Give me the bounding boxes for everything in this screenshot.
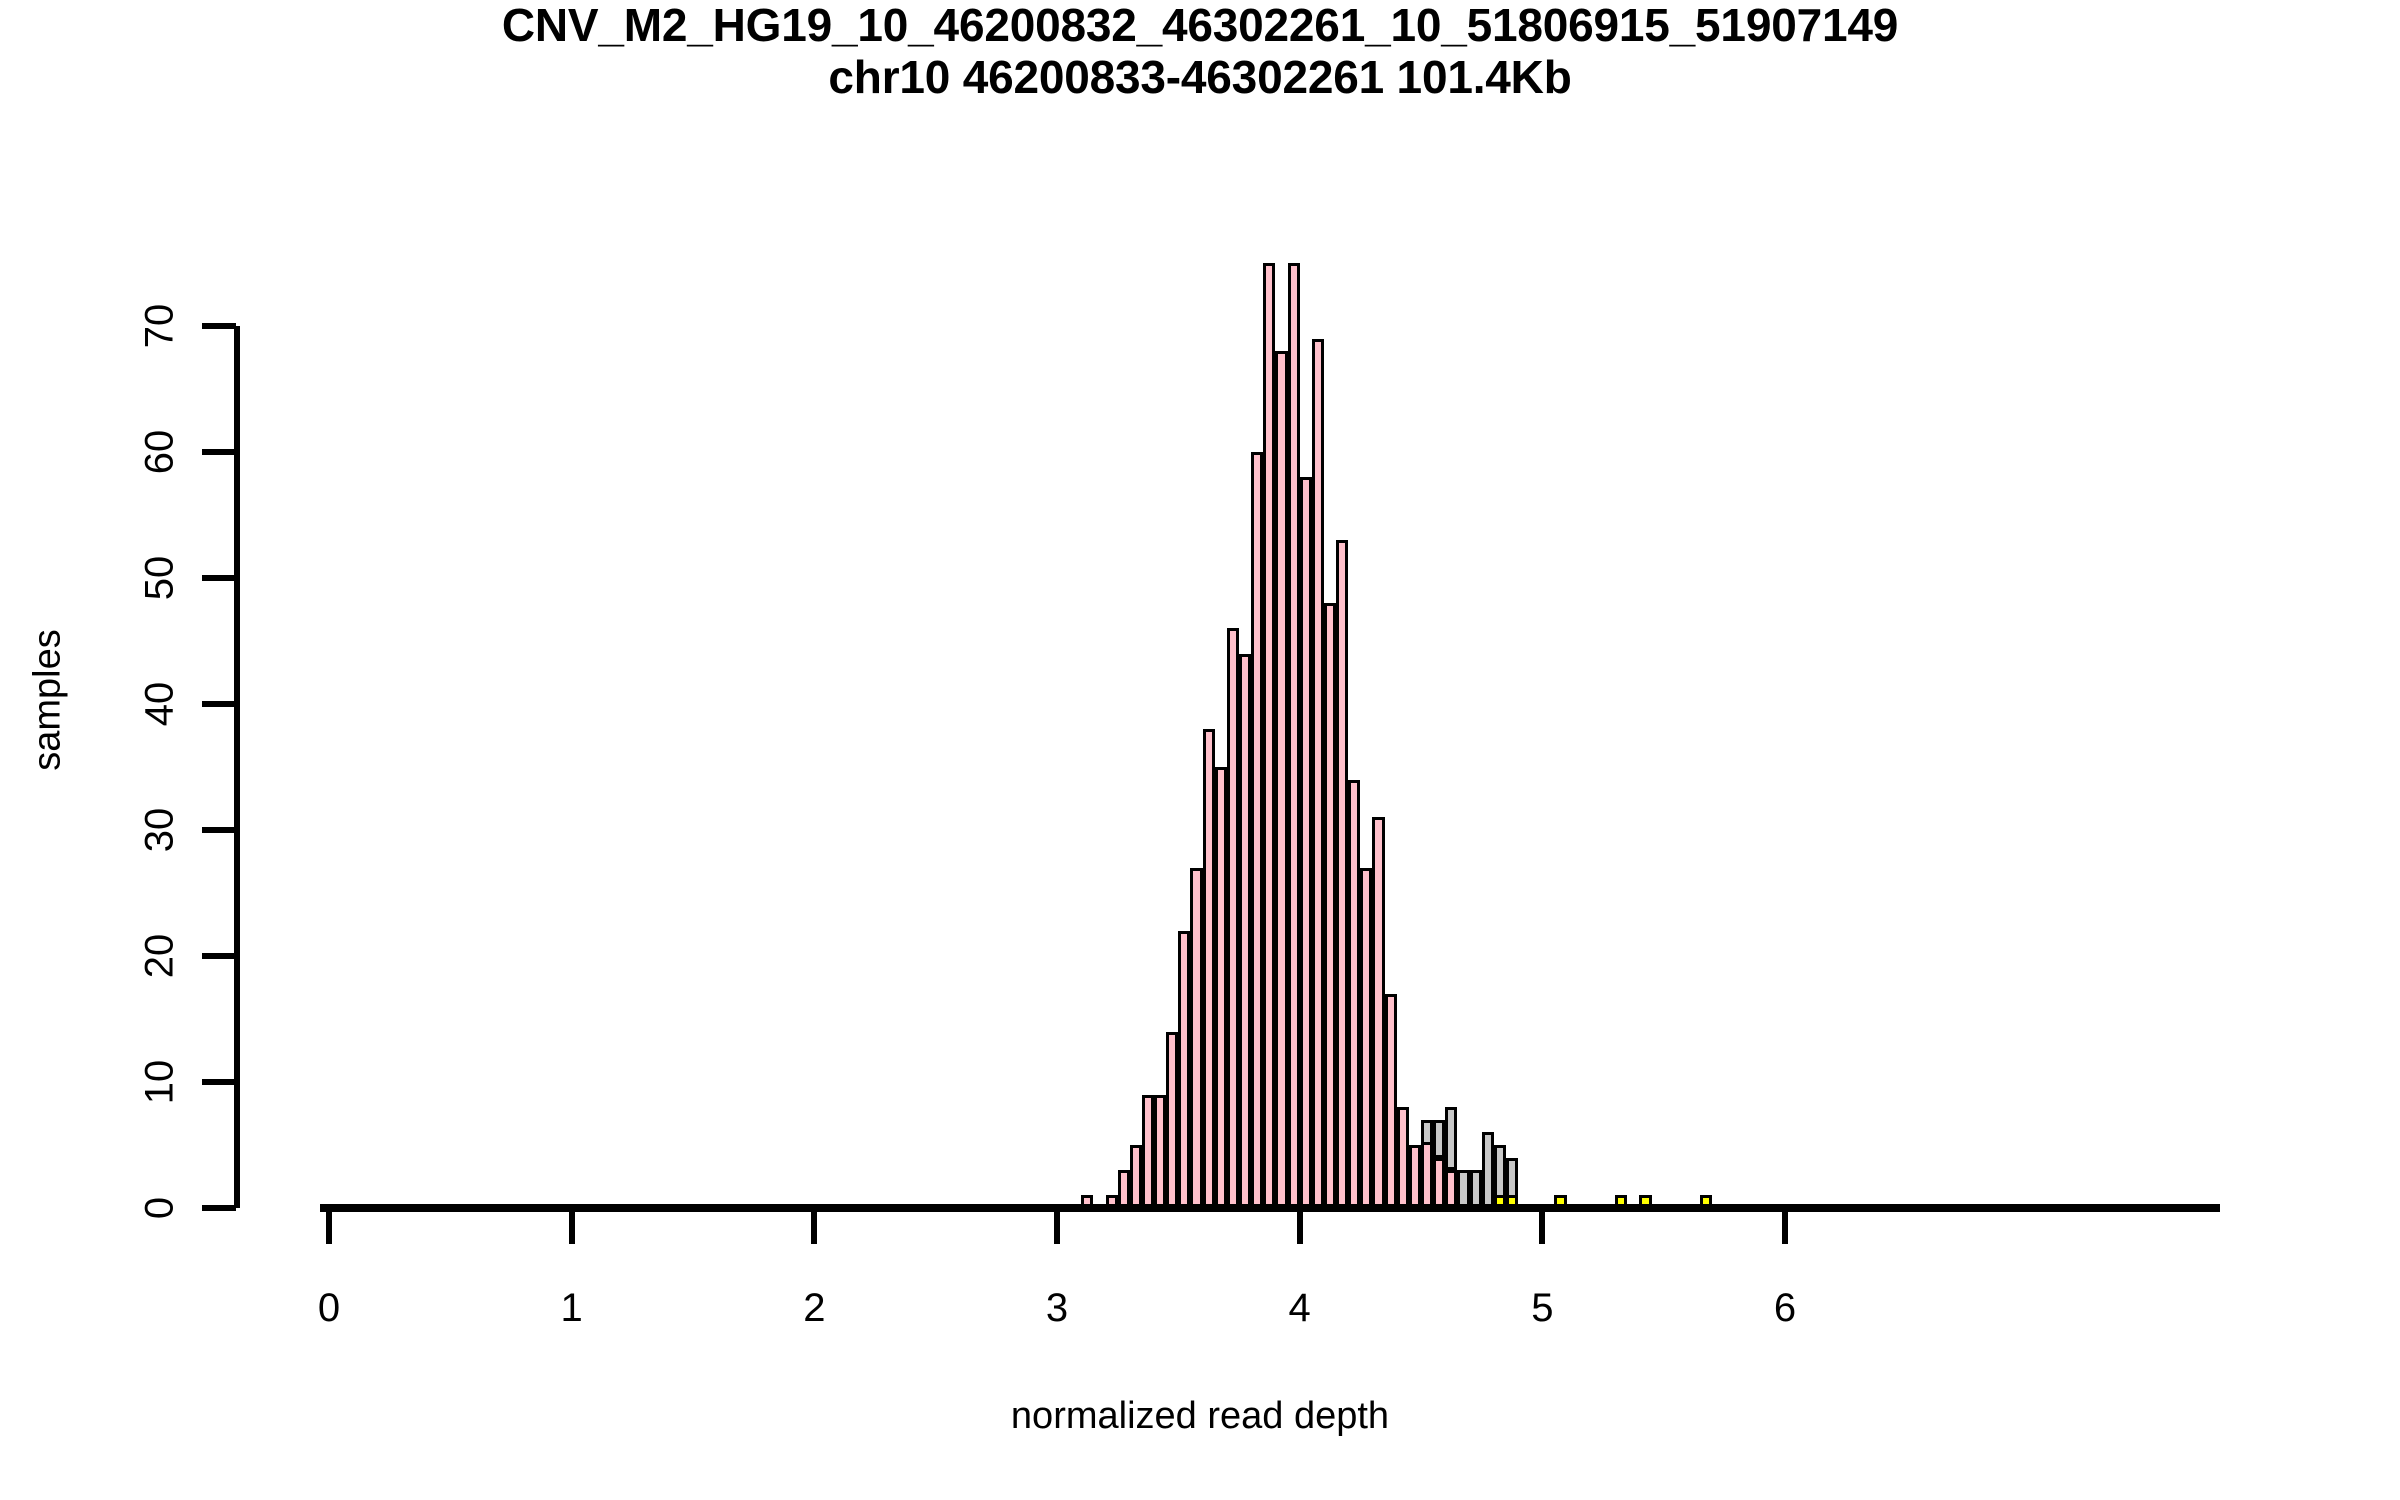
x-tick-2 bbox=[811, 1212, 818, 1244]
x-tick-label-2: 2 bbox=[803, 1286, 826, 1330]
y-tick-50 bbox=[202, 575, 236, 581]
histogram-bar-pink bbox=[1202, 729, 1215, 1208]
y-tick-60 bbox=[202, 449, 236, 455]
histogram-bar-pink bbox=[1384, 993, 1397, 1208]
y-tick-0 bbox=[202, 1205, 236, 1211]
histogram-bar-pink bbox=[1372, 817, 1385, 1208]
histogram-bar-gray bbox=[1481, 1132, 1494, 1208]
y-tick-30 bbox=[202, 827, 236, 833]
x-tick-0 bbox=[326, 1212, 332, 1244]
y-tick-20 bbox=[202, 953, 236, 959]
x-tick-label-6: 6 bbox=[1773, 1286, 1797, 1330]
x-tick-label-0: 0 bbox=[317, 1286, 341, 1330]
y-tick-label-40: 40 bbox=[137, 681, 182, 727]
histogram-bar-pink bbox=[1311, 338, 1324, 1208]
histogram-bar-pink bbox=[1154, 1094, 1167, 1208]
x-axis-title: normalized read depth bbox=[1010, 1395, 1390, 1437]
histogram-bar-pink bbox=[1190, 867, 1203, 1208]
histogram-bar-gray bbox=[1457, 1170, 1470, 1208]
histogram-bar-pink bbox=[1299, 477, 1312, 1208]
y-tick-10 bbox=[202, 1079, 236, 1085]
histogram-bar-pink bbox=[1141, 1094, 1155, 1208]
histogram-bar-pink bbox=[1263, 263, 1276, 1208]
x-tick-label-5: 5 bbox=[1531, 1286, 1554, 1330]
y-tick-label-60: 60 bbox=[137, 429, 182, 475]
chart-title-line-2: chr10 46200833-46302261 101.4Kb bbox=[828, 50, 1572, 103]
histogram-bar-gray bbox=[1421, 1119, 1434, 1145]
histogram-bar-pink bbox=[1360, 867, 1373, 1208]
histogram-bar-gray bbox=[1433, 1119, 1446, 1158]
histogram-bar-pink bbox=[1129, 1145, 1142, 1208]
histogram-bar-pink bbox=[1214, 767, 1227, 1208]
y-tick-label-50: 50 bbox=[137, 555, 182, 601]
y-tick-label-30: 30 bbox=[137, 807, 182, 853]
x-axis-line bbox=[320, 1204, 2220, 1212]
histogram-bar-pink bbox=[1166, 1031, 1179, 1208]
y-axis-title: samples bbox=[26, 629, 69, 771]
y-tick-label-70: 70 bbox=[137, 303, 182, 349]
x-tick-4 bbox=[1296, 1212, 1303, 1244]
histogram-bar-pink bbox=[1445, 1170, 1458, 1208]
histogram-bar-pink bbox=[1287, 263, 1300, 1208]
histogram-bar-pink bbox=[1226, 628, 1239, 1208]
x-tick-6 bbox=[1782, 1212, 1788, 1244]
chart-title-line-1: CNV_M2_HG19_10_46200832_46302261_10_5180… bbox=[501, 0, 1899, 51]
x-tick-3 bbox=[1054, 1212, 1060, 1244]
histogram-bar-pink bbox=[1348, 779, 1361, 1208]
histogram-bar-pink bbox=[1275, 351, 1288, 1208]
histogram-bar-pink bbox=[1178, 930, 1191, 1208]
histogram-bar-pink bbox=[1117, 1170, 1130, 1208]
x-tick-label-3: 3 bbox=[1045, 1286, 1069, 1330]
histogram-bar-pink bbox=[1323, 603, 1337, 1208]
x-tick-5 bbox=[1539, 1212, 1546, 1244]
y-tick-40 bbox=[202, 701, 236, 707]
y-tick-label-10: 10 bbox=[137, 1059, 182, 1105]
chart-title-block: CNV_M2_HG19_10_46200832_46302261_10_5180… bbox=[0, 0, 2400, 103]
histogram-bar-pink bbox=[1251, 452, 1264, 1208]
histogram-bar-gray bbox=[1445, 1107, 1458, 1171]
histogram-bar-pink bbox=[1433, 1157, 1446, 1208]
y-axis-line bbox=[234, 326, 240, 1208]
y-tick-label-0: 0 bbox=[137, 1196, 182, 1220]
x-tick-label-1: 1 bbox=[560, 1286, 583, 1330]
histogram-bar-gray bbox=[1469, 1170, 1482, 1208]
x-tick-label-4: 4 bbox=[1288, 1286, 1311, 1330]
histogram-bar-pink bbox=[1408, 1145, 1421, 1208]
y-tick-label-20: 20 bbox=[137, 933, 182, 979]
x-tick-1 bbox=[568, 1212, 575, 1244]
y-tick-70 bbox=[202, 323, 236, 329]
histogram-bar-pink bbox=[1239, 653, 1252, 1208]
histogram-bar-pink bbox=[1396, 1107, 1409, 1208]
histogram-bar-pink bbox=[1336, 540, 1349, 1208]
